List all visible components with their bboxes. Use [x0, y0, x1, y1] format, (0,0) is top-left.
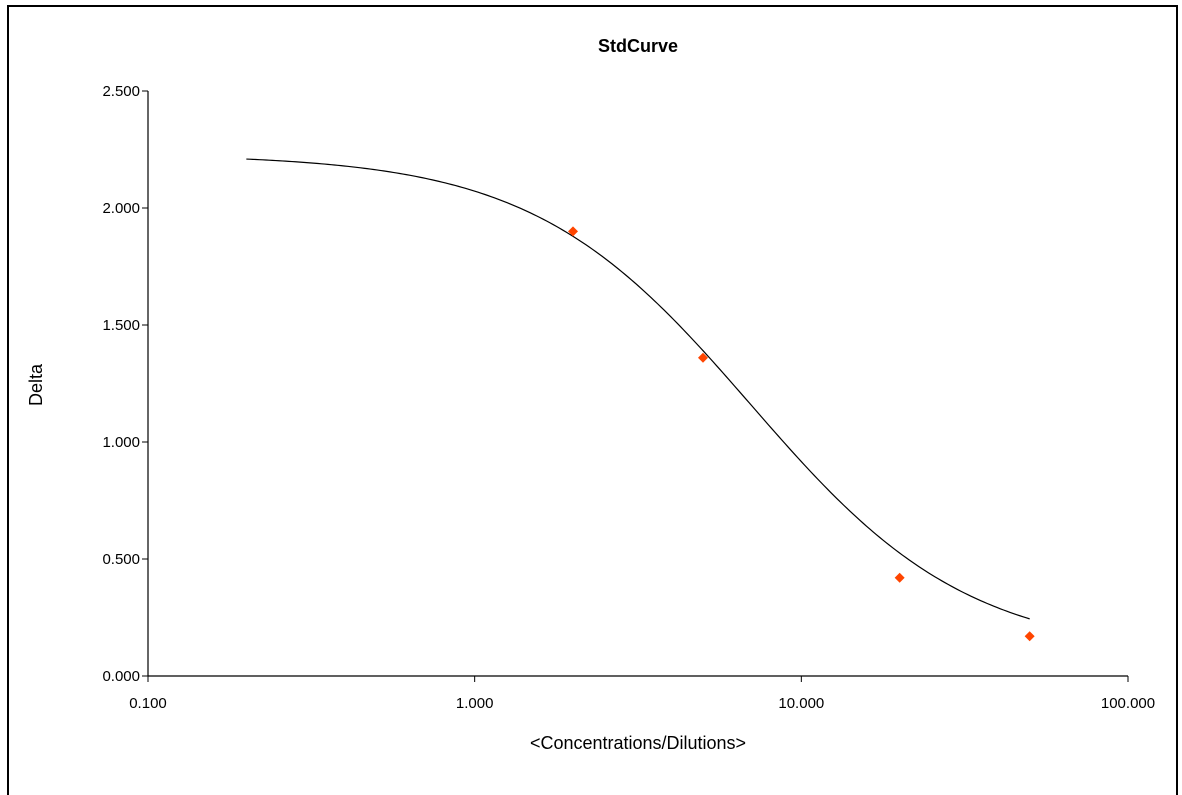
data-point — [1024, 631, 1035, 642]
y-tick-label: 0.500 — [102, 551, 140, 568]
x-tick-label: 1.000 — [456, 695, 494, 712]
y-tick-label: 2.500 — [102, 83, 140, 100]
y-tick-label: 2.000 — [102, 200, 140, 217]
x-tick-label: 10.000 — [778, 695, 824, 712]
x-tick-label: 0.100 — [129, 695, 167, 712]
ticks-layer: 0.100 1.000 10.000 100.000 0.000 0.500 1.000 1.… — [102, 83, 1155, 712]
data-point — [568, 226, 579, 237]
chart-title: StdCurve — [598, 36, 678, 56]
points-layer — [568, 226, 1035, 642]
y-tick-label: 1.000 — [102, 434, 140, 451]
data-point — [894, 572, 905, 583]
data-point — [697, 352, 708, 363]
x-axis-label: <Concentrations/Dilutions> — [530, 733, 746, 753]
y-axis-label: Delta — [26, 363, 46, 406]
curve-layer — [246, 158, 1030, 620]
y-tick-label: 1.500 — [102, 317, 140, 334]
y-tick-label: 0.000 — [102, 668, 140, 685]
fit-curve — [246, 158, 1030, 620]
chart-frame — [7, 5, 1178, 795]
x-tick-label: 100.000 — [1101, 695, 1155, 712]
